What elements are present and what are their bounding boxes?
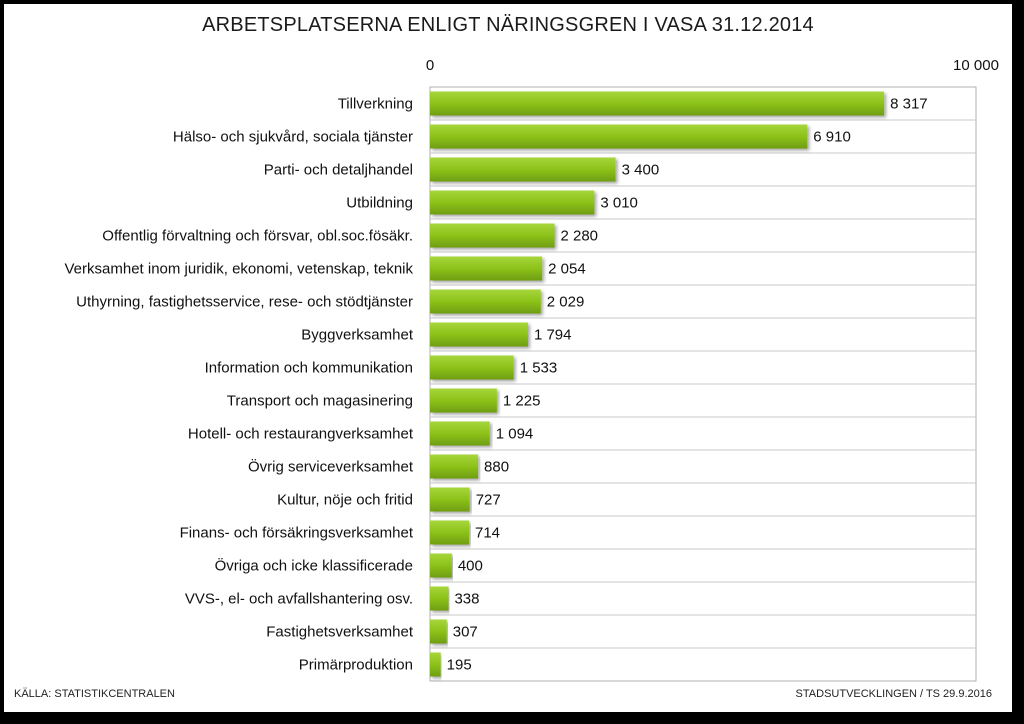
category-label: Hotell- och restaurangverksamhet: [188, 426, 414, 443]
category-label: Parti- och detaljhandel: [264, 162, 413, 179]
category-label: Transport och magasinering: [227, 393, 413, 410]
data-label: 3 400: [622, 162, 660, 179]
data-label: 400: [458, 558, 483, 575]
bar: [430, 289, 541, 314]
data-label: 714: [475, 525, 500, 542]
category-label: Information och kommunikation: [205, 360, 413, 377]
data-label: 1 794: [534, 327, 572, 344]
data-label: 2 029: [547, 294, 585, 311]
data-label: 727: [476, 492, 501, 509]
category-label: Fastighetsverksamhet: [266, 624, 414, 641]
data-label: 3 010: [600, 195, 638, 212]
bar: [430, 322, 528, 347]
bar: [430, 355, 514, 380]
data-label: 1 533: [520, 360, 558, 377]
category-label: Byggverksamhet: [301, 327, 414, 344]
data-label: 2 054: [548, 261, 586, 278]
bar: [430, 388, 497, 413]
x-tick-label: 10 000: [953, 57, 999, 74]
data-label: 338: [454, 591, 479, 608]
bar: [430, 157, 616, 182]
category-label: Primärproduktion: [299, 657, 413, 674]
category-label: Finans- och försäkringsverksamhet: [180, 525, 414, 542]
category-label: Kultur, nöje och fritid: [277, 492, 413, 509]
category-label: Hälso- och sjukvård, sociala tjänster: [173, 129, 413, 146]
bar: [430, 652, 441, 677]
category-label: Utbildning: [346, 195, 413, 212]
bar: [430, 256, 543, 281]
bar: [430, 124, 808, 149]
credit-note: STADSUTVECKLINGEN / TS 29.9.2016: [795, 688, 992, 700]
data-label: 2 280: [560, 228, 598, 245]
data-label: 880: [484, 459, 509, 476]
category-label: Övrig serviceverksamhet: [248, 458, 414, 476]
bar: [430, 487, 470, 512]
bar: [430, 223, 555, 248]
data-label: 1 225: [503, 393, 541, 410]
category-label: Övriga och icke klassificerade: [215, 557, 413, 575]
bar: [430, 190, 595, 215]
category-label: Tillverkning: [338, 96, 413, 113]
chart-title: ARBETSPLATSERNA ENLIGT NÄRINGSGREN I VAS…: [202, 14, 814, 36]
data-label: 8 317: [890, 96, 928, 113]
data-label: 1 094: [496, 426, 534, 443]
bar: [430, 421, 490, 446]
data-label: 195: [447, 657, 472, 674]
data-label: 307: [453, 624, 478, 641]
category-label: Uthyrning, fastighetsservice, rese- och …: [76, 294, 413, 311]
bar: [430, 520, 469, 545]
bar: [430, 553, 452, 578]
data-label: 6 910: [813, 129, 851, 146]
source-note: KÄLLA: STATISTIKCENTRALEN: [14, 688, 175, 700]
category-label: VVS-, el- och avfallshantering osv.: [185, 591, 413, 608]
category-label: Verksamhet inom juridik, ekonomi, vetens…: [65, 261, 414, 278]
bar: [430, 586, 449, 611]
bar: [430, 454, 479, 479]
category-label: Offentlig förvaltning och försvar, obl.s…: [102, 228, 413, 245]
bar: [430, 619, 447, 644]
x-tick-label: 0: [426, 57, 434, 74]
bar: [430, 91, 885, 116]
